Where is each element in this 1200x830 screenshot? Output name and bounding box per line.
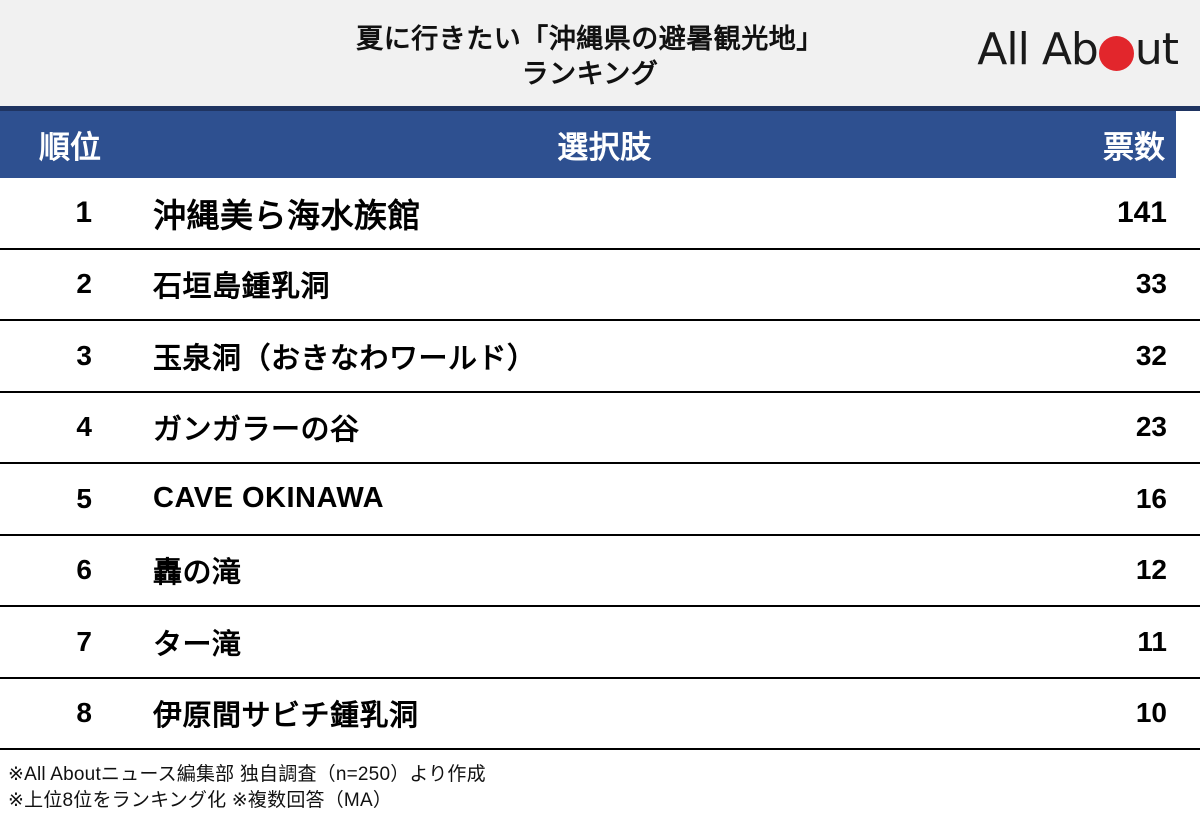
table-row: 2 石垣島鍾乳洞 33 <box>0 249 1200 321</box>
row-votes: 32 <box>1135 339 1167 371</box>
page-title-line-1: 夏に行きたい「沖縄県の避暑観光地」 <box>356 24 824 54</box>
footnote: ※All Aboutニュース編集部 独自調査（n=250）より作成 ※上位8位を… <box>8 762 1108 814</box>
logo-text-after: ut <box>1134 24 1179 75</box>
row-choice: 轟の滝 <box>153 557 242 590</box>
row-rank: 4 <box>76 411 92 443</box>
table-row: 4 ガンガラーの谷 23 <box>0 392 1200 464</box>
column-header-votes: 票数 <box>1103 130 1165 165</box>
row-votes: 10 <box>1135 697 1167 729</box>
row-choice: 伊原間サビチ鍾乳洞 <box>153 700 419 733</box>
table-header-row: 順位 選択肢 票数 <box>0 111 1176 178</box>
footnote-line-1: ※All Aboutニュース編集部 独自調査（n=250）より作成 <box>8 764 486 785</box>
row-choice: 石垣島鍾乳洞 <box>153 271 331 304</box>
logo-text-before: All Ab <box>977 24 1099 75</box>
table-row: 5 CAVE OKINAWA 16 <box>0 464 1200 536</box>
row-rank: 6 <box>76 554 92 586</box>
row-choice: 沖縄美ら海水族館 <box>153 196 421 234</box>
row-votes: 33 <box>1135 268 1167 300</box>
row-choice: ガンガラーの谷 <box>153 414 360 447</box>
table-row: 3 玉泉洞（おきなわワールド） 32 <box>0 321 1200 393</box>
column-header-rank: 順位 <box>39 130 101 165</box>
row-choice: ター滝 <box>153 628 242 661</box>
row-rank: 5 <box>76 482 92 514</box>
row-rank: 3 <box>76 339 92 371</box>
row-votes: 12 <box>1135 554 1167 586</box>
column-header-choice: 選択肢 <box>557 130 652 165</box>
page-title: 夏に行きたい「沖縄県の避暑観光地」 ランキング <box>0 22 1180 92</box>
title-band: 夏に行きたい「沖縄県の避暑観光地」 ランキング All Ab ut <box>0 0 1200 108</box>
page-title-line-2: ランキング <box>521 59 659 89</box>
row-rank: 1 <box>75 195 92 229</box>
row-votes: 11 <box>1137 625 1167 657</box>
row-rank: 7 <box>76 625 92 657</box>
footnote-line-2: ※上位8位をランキング化 ※複数回答（MA） <box>8 790 393 811</box>
row-choice: CAVE OKINAWA <box>153 482 385 515</box>
ranking-table: 順位 選択肢 票数 1 沖縄美ら海水族館 141 2 石垣島鍾乳洞 33 3 玉… <box>0 111 1200 750</box>
red-circle-o-icon <box>1098 35 1134 71</box>
row-choice: 玉泉洞（おきなわワールド） <box>153 342 537 375</box>
title-divider-rule <box>0 106 1200 111</box>
row-votes: 23 <box>1135 411 1167 443</box>
row-votes: 16 <box>1135 482 1167 514</box>
row-rank: 8 <box>76 697 92 729</box>
row-votes: 141 <box>1116 195 1167 229</box>
table-row: 8 伊原間サビチ鍾乳洞 10 <box>0 678 1200 750</box>
table-row: 7 ター滝 11 <box>0 607 1200 679</box>
table-row: 1 沖縄美ら海水族館 141 <box>0 178 1200 250</box>
allabout-logo: All Ab ut <box>977 22 1179 78</box>
row-rank: 2 <box>76 268 92 300</box>
table-row: 6 轟の滝 12 <box>0 535 1200 607</box>
